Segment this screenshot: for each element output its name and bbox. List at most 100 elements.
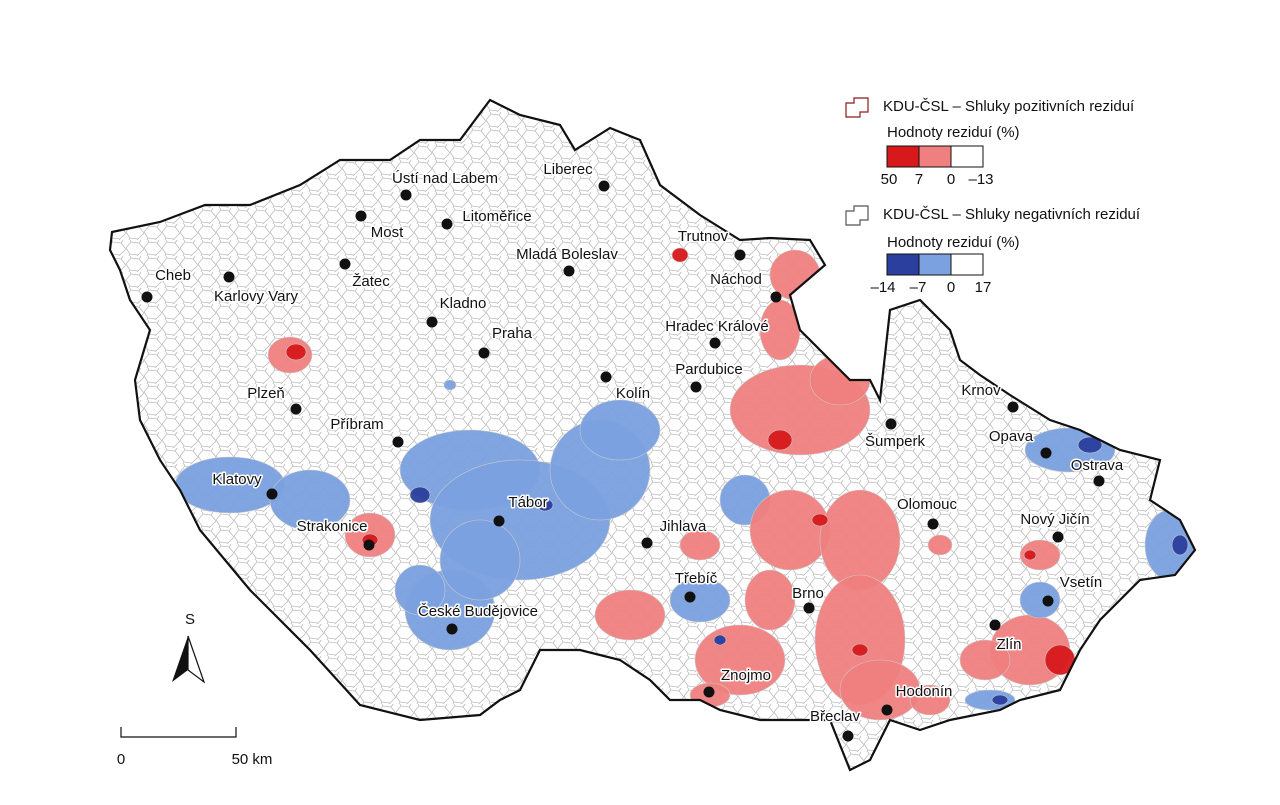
legend-label: –14 — [870, 279, 895, 296]
cluster — [1171, 534, 1189, 556]
legend-label: 7 — [915, 171, 923, 188]
city-dot — [446, 623, 458, 635]
clusters — [174, 247, 1195, 721]
cluster — [1023, 549, 1037, 561]
legend-label: –7 — [910, 279, 927, 296]
city-dot — [1052, 531, 1064, 543]
city-label: Šumperk — [865, 433, 926, 450]
city-label: Krnov — [961, 382, 1001, 399]
cluster — [1019, 539, 1061, 571]
city-label: Most — [371, 224, 404, 241]
city-dot — [803, 602, 815, 614]
scale-bar: 0 50 km — [117, 727, 273, 768]
city-dot — [478, 347, 490, 359]
cluster — [909, 684, 951, 716]
city-dot — [703, 686, 715, 698]
cluster — [679, 529, 721, 561]
cluster — [713, 634, 727, 646]
legend-subtitle: Hodnoty reziduí (%) — [887, 124, 1020, 141]
cluster — [669, 577, 731, 623]
city-dot — [266, 488, 278, 500]
cluster — [409, 486, 431, 504]
north-label: S — [185, 611, 195, 628]
cluster — [269, 469, 351, 531]
city-label: Hodonín — [896, 683, 953, 700]
city-dot — [493, 515, 505, 527]
city-dot — [400, 189, 412, 201]
city-dot — [223, 271, 235, 283]
city-dot — [363, 539, 375, 551]
city-dot — [563, 265, 575, 277]
city-label: Klatovy — [212, 471, 262, 488]
city-label: Brno — [792, 585, 824, 602]
city-label: Znojmo — [721, 667, 771, 684]
city-dot — [885, 418, 897, 430]
city-dot — [141, 291, 153, 303]
cluster — [1077, 436, 1103, 454]
cluster — [394, 564, 446, 616]
cluster — [927, 534, 953, 556]
cluster — [749, 489, 831, 571]
city-label: Plzeň — [247, 385, 285, 402]
city-label: Ostrava — [1071, 457, 1124, 474]
cluster — [536, 498, 554, 512]
city-label: Pardubice — [675, 361, 743, 378]
city-label: Náchod — [710, 271, 762, 288]
legend-swatch — [950, 145, 984, 168]
legend-swatch — [886, 145, 920, 168]
swatches: 50 7 0 –13 –14 –7 0 17 — [870, 145, 994, 296]
city-dot — [600, 371, 612, 383]
city-label: Mladá Boleslav — [516, 246, 618, 263]
city-label: Liberec — [543, 161, 593, 178]
city-dot — [426, 316, 438, 328]
city-dot — [1093, 475, 1105, 487]
city-dot — [355, 210, 367, 222]
city-label: Vsetín — [1060, 574, 1103, 591]
north-arrow: S — [172, 611, 206, 684]
legend-swatch — [918, 253, 952, 276]
city-dot — [339, 258, 351, 270]
city-label: Zlín — [996, 636, 1021, 653]
legend-swatch — [886, 253, 920, 276]
legend-swatch — [950, 253, 984, 276]
city-dot — [770, 291, 782, 303]
cluster — [851, 643, 869, 657]
city-label: Karlovy Vary — [214, 288, 298, 305]
cluster — [1019, 581, 1061, 619]
city-label: Cheb — [155, 267, 191, 284]
city-dot — [290, 403, 302, 415]
city-dot — [1040, 447, 1052, 459]
legend-label: 17 — [975, 279, 992, 296]
city-dot — [441, 218, 453, 230]
legend-subtitle: Hodnoty reziduí (%) — [887, 234, 1020, 251]
cluster — [991, 694, 1009, 706]
city-label: Kladno — [440, 295, 487, 312]
city-label: Opava — [989, 428, 1034, 445]
city-label: Ústí nad Labem — [392, 170, 498, 187]
city-label: Žatec — [352, 273, 390, 290]
legend-title: KDU-ČSL – Shluky negativních reziduí — [883, 206, 1141, 223]
city-label: Olomouc — [897, 496, 958, 513]
city-dot — [690, 381, 702, 393]
city-label: Trutnov — [678, 228, 729, 245]
cluster — [594, 589, 666, 641]
city-dot — [709, 337, 721, 349]
city-label: Hradec Králové — [665, 318, 768, 335]
legend-label: 50 — [881, 171, 898, 188]
city-label: Strakonice — [297, 518, 368, 535]
cities: Cheb Karlovy Vary Most Ústí nad Labem Litomě… — [141, 159, 1125, 742]
city-label: Litoměřice — [462, 208, 531, 225]
cluster — [439, 519, 521, 601]
city-label: Praha — [492, 325, 533, 342]
legend-label: 0 — [947, 171, 955, 188]
city-dot — [392, 436, 404, 448]
scale-label: 50 km — [232, 751, 273, 768]
city-label: Jihlava — [660, 518, 707, 535]
city-label: Nový Jičín — [1020, 511, 1089, 528]
city-dot — [927, 518, 939, 530]
legend: KDU-ČSL – Shluky pozitivních reziduí Hod… — [845, 97, 1141, 296]
city-label: Příbram — [330, 416, 383, 433]
cluster — [744, 569, 796, 631]
